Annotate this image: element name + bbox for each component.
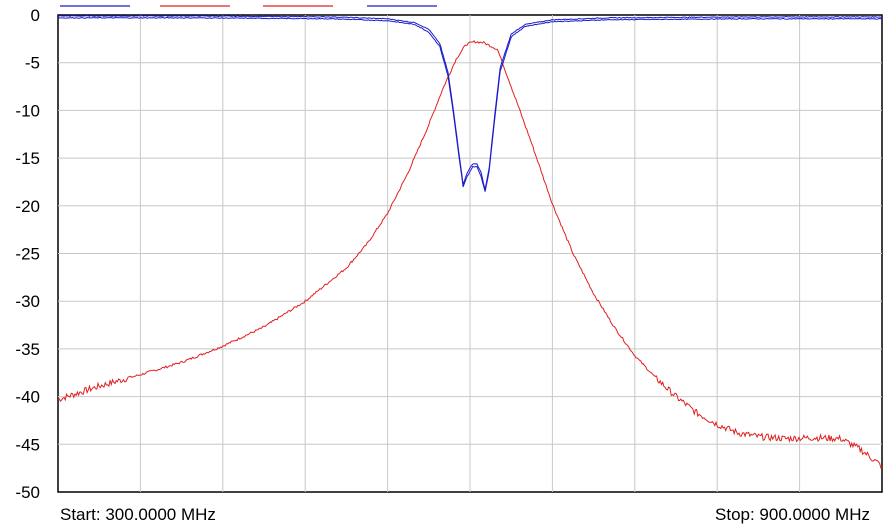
y-tick-label: 0 — [31, 6, 40, 25]
trace-line — [57, 15, 883, 190]
y-tick-label: -10 — [15, 101, 40, 120]
start-frequency-label: Start: 300.0000 MHz — [60, 505, 216, 524]
trace-line — [57, 16, 883, 192]
y-tick-label: -45 — [15, 435, 40, 454]
grid — [58, 15, 882, 492]
y-tick-label: -50 — [15, 483, 40, 502]
y-tick-label: -5 — [25, 54, 40, 73]
y-tick-label: -15 — [15, 149, 40, 168]
y-axis-ticks: 0 -5 -10 -15 -20 -25 -30 -35 -40 -45 -50 — [15, 6, 40, 502]
y-tick-label: -25 — [15, 245, 40, 264]
traces — [57, 15, 883, 469]
y-tick-label: -40 — [15, 388, 40, 407]
y-tick-label: -20 — [15, 197, 40, 216]
y-tick-label: -30 — [15, 292, 40, 311]
stop-frequency-label: Stop: 900.0000 MHz — [715, 505, 870, 524]
trace-line — [57, 39, 883, 469]
y-tick-label: -35 — [15, 340, 40, 359]
